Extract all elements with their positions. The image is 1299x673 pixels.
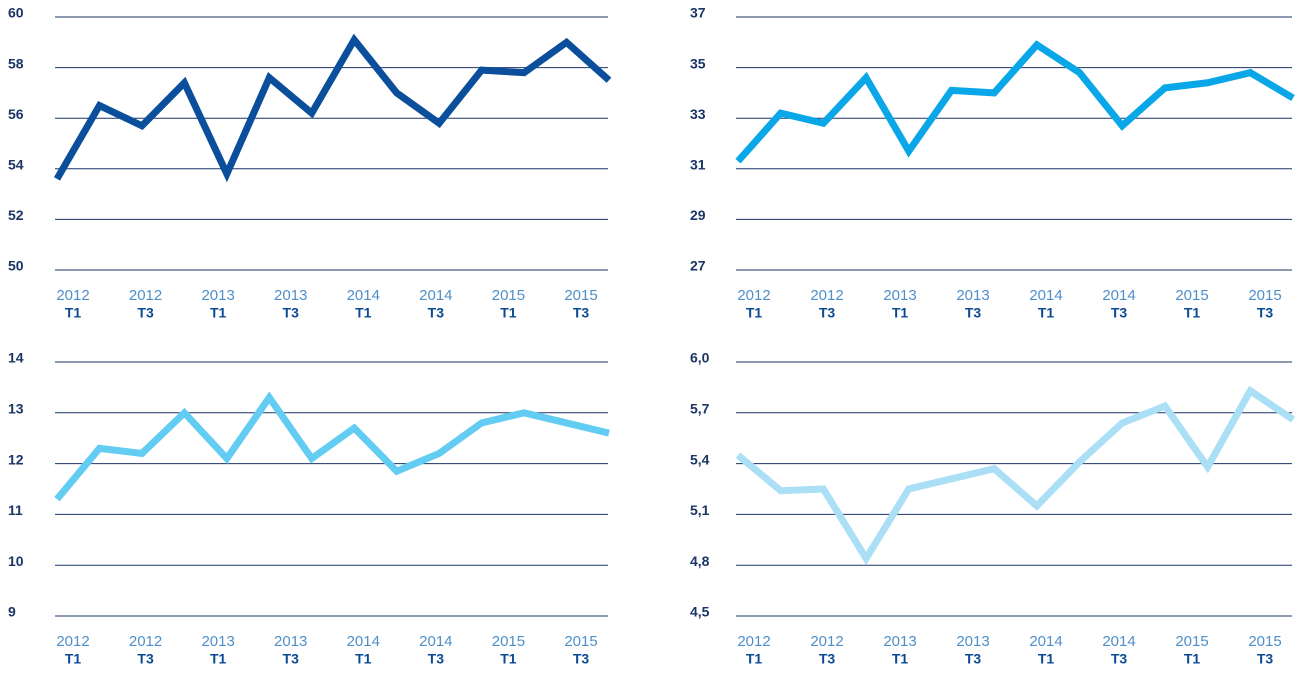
y-tick-label: 4,8 (690, 553, 710, 569)
x-tick-quarter: T1 (1184, 305, 1201, 321)
x-tick-quarter: T3 (819, 651, 836, 667)
x-tick-year: 2013 (274, 633, 307, 650)
y-tick-label: 52 (8, 207, 24, 223)
y-tick-label: 60 (8, 5, 24, 21)
x-tick-quarter: T1 (355, 651, 372, 667)
x-tick-year: 2014 (419, 287, 452, 304)
y-tick-label: 50 (8, 258, 24, 274)
y-tick-label: 58 (8, 55, 24, 71)
x-tick-year: 2015 (492, 287, 525, 304)
data-line (735, 385, 1295, 566)
x-tick-quarter: T3 (965, 651, 982, 667)
x-tick-quarter: T1 (500, 651, 517, 667)
x-tick-year: 2014 (347, 633, 380, 650)
x-tick-quarter: T1 (1038, 651, 1055, 667)
x-tick-quarter: T3 (1257, 305, 1274, 321)
x-tick-quarter: T3 (428, 305, 445, 321)
x-tick-quarter: T1 (1184, 651, 1201, 667)
x-tick-quarter: T1 (892, 305, 909, 321)
x-tick-year: 2014 (419, 633, 452, 650)
x-tick-year: 2012 (129, 287, 162, 304)
x-tick-year: 2013 (274, 287, 307, 304)
y-tick-label: 9 (8, 604, 16, 620)
x-tick-quarter: T1 (65, 651, 82, 667)
x-tick-quarter: T3 (1257, 651, 1274, 667)
x-tick-quarter: T1 (1038, 305, 1055, 321)
x-tick-quarter: T1 (892, 651, 909, 667)
x-tick-quarter: T1 (210, 651, 227, 667)
y-tick-label: 13 (8, 401, 24, 417)
x-tick-year: 2015 (1175, 287, 1208, 304)
x-tick-year: 2013 (883, 287, 916, 304)
x-tick-year: 2012 (129, 633, 162, 650)
x-tick-quarter: T3 (428, 651, 445, 667)
x-tick-quarter: T3 (573, 651, 590, 667)
y-tick-label: 6,0 (690, 350, 710, 366)
y-tick-label: 27 (690, 258, 706, 274)
x-tick-quarter: T1 (746, 305, 763, 321)
y-tick-label: 37 (690, 5, 706, 21)
x-tick-year: 2014 (1102, 633, 1135, 650)
x-tick-year: 2013 (883, 633, 916, 650)
x-tick-year: 2014 (1029, 633, 1062, 650)
y-tick-label: 5,7 (690, 401, 710, 417)
data-line (735, 40, 1295, 164)
x-tick-year: 2014 (1102, 287, 1135, 304)
x-tick-quarter: T1 (355, 305, 372, 321)
x-tick-quarter: T3 (137, 651, 154, 667)
x-tick-quarter: T1 (746, 651, 763, 667)
x-tick-year: 2015 (564, 633, 597, 650)
x-tick-quarter: T3 (1111, 651, 1128, 667)
y-tick-label: 54 (8, 157, 24, 173)
y-tick-label: 11 (8, 502, 23, 518)
x-tick-year: 2013 (956, 287, 989, 304)
y-tick-label: 4,5 (690, 604, 710, 620)
x-tick-year: 2012 (56, 287, 89, 304)
x-tick-year: 2015 (492, 633, 525, 650)
y-tick-label: 12 (8, 451, 24, 467)
x-tick-year: 2015 (1175, 633, 1208, 650)
x-tick-quarter: T3 (1111, 305, 1128, 321)
y-tick-label: 31 (690, 157, 706, 173)
y-tick-label: 29 (690, 207, 706, 223)
x-tick-quarter: T3 (283, 305, 300, 321)
x-tick-year: 2013 (956, 633, 989, 650)
x-tick-quarter: T3 (283, 651, 300, 667)
y-tick-label: 5,4 (690, 451, 710, 467)
y-tick-label: 10 (8, 553, 24, 569)
y-tick-label: 5,1 (690, 502, 710, 518)
x-tick-year: 2012 (737, 633, 770, 650)
x-tick-year: 2015 (1248, 287, 1281, 304)
x-tick-year: 2015 (1248, 633, 1281, 650)
x-tick-year: 2014 (1029, 287, 1062, 304)
x-tick-year: 2012 (810, 287, 843, 304)
x-tick-year: 2015 (564, 287, 597, 304)
x-tick-quarter: T1 (210, 305, 227, 321)
x-tick-year: 2013 (201, 633, 234, 650)
x-tick-year: 2012 (56, 633, 89, 650)
x-tick-quarter: T1 (65, 305, 82, 321)
x-tick-year: 2012 (810, 633, 843, 650)
y-tick-label: 14 (8, 350, 24, 366)
x-tick-quarter: T1 (500, 305, 517, 321)
x-tick-quarter: T3 (965, 305, 982, 321)
data-line (54, 391, 610, 502)
data-line (53, 33, 612, 183)
x-tick-quarter: T3 (137, 305, 154, 321)
x-tick-year: 2013 (201, 287, 234, 304)
y-tick-label: 33 (690, 106, 706, 122)
x-tick-year: 2012 (737, 287, 770, 304)
x-tick-year: 2014 (347, 287, 380, 304)
x-tick-quarter: T3 (573, 305, 590, 321)
y-tick-label: 35 (690, 55, 706, 71)
y-tick-label: 56 (8, 106, 24, 122)
x-tick-quarter: T3 (819, 305, 836, 321)
